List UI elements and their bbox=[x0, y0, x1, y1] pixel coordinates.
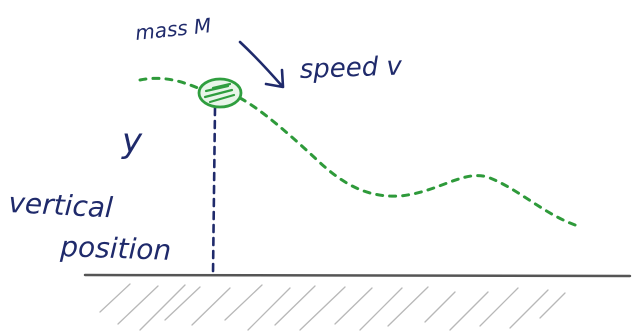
ground-hatching bbox=[99, 283, 566, 331]
y-symbol-label: y bbox=[121, 121, 143, 161]
vertical-label-line1: vertical bbox=[8, 186, 114, 224]
ground-line bbox=[83, 273, 632, 278]
vertical-position-line bbox=[211, 106, 217, 276]
mass-label: mass M bbox=[134, 13, 212, 45]
speed-arrow bbox=[238, 40, 285, 89]
mass-ball bbox=[197, 77, 243, 109]
vertical-label-line2: position bbox=[59, 230, 172, 267]
speed-label: speed v bbox=[299, 51, 403, 85]
